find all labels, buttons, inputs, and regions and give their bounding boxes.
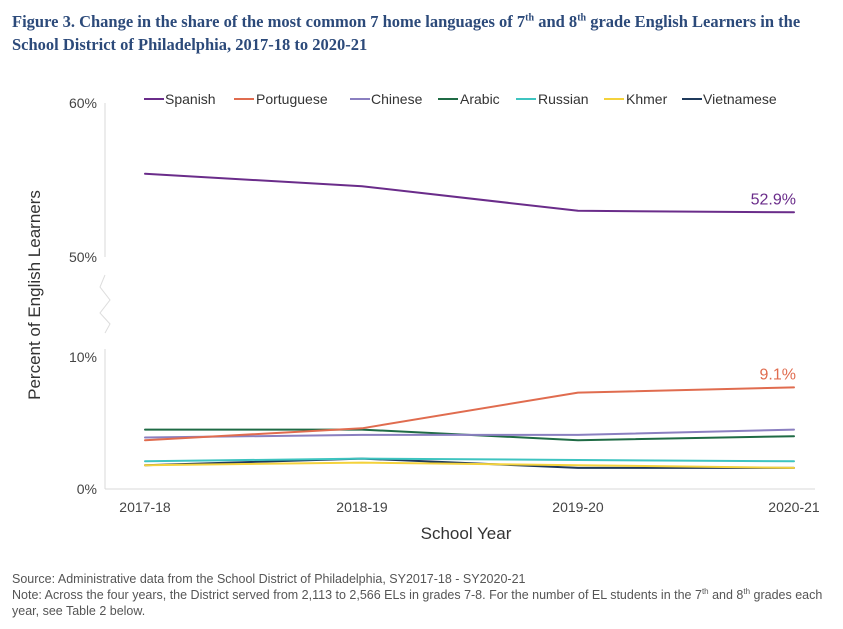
y-tick-label: 50% [69,249,97,265]
footnote-text-3: grades each year, see Table 2 below. [12,588,823,618]
footnote: Note: Across the four years, the Distric… [12,587,837,619]
title-sup-1: th [525,12,535,24]
axis-break-icon [99,274,111,334]
y-axis-title: Percent of English Learners [25,190,44,400]
x-tick-label: 2020-21 [768,499,820,515]
source-note: Source: Administrative data from the Sch… [12,572,526,586]
legend-label-portuguese: Portuguese [256,91,328,107]
legend-label-russian: Russian [538,91,589,107]
title-text-2: and 8 [534,12,578,31]
series-line-russian [144,457,795,463]
series-line-spanish [144,172,795,214]
y-tick-label: 60% [69,95,97,111]
y-tick-label: 10% [69,349,97,365]
legend-label-vietnamese: Vietnamese [703,91,777,107]
footnote-text-2: and 8 [708,588,744,602]
chart-footer: Source: Administrative data from the Sch… [12,571,837,619]
x-axis-title: School Year [421,524,512,543]
x-tick-label: 2018-19 [336,499,388,515]
x-tick-label: 2019-20 [552,499,604,515]
title-sup-2: th [577,12,587,24]
legend-label-chinese: Chinese [371,91,423,107]
end-label-portuguese: 9.1% [760,366,796,383]
end-label-spanish: 52.9% [751,191,796,208]
footnote-text-1: Note: Across the four years, the Distric… [12,588,702,602]
footnote-sup-1: th [701,586,709,596]
legend-label-arabic: Arabic [460,91,500,107]
series-line-portuguese [144,386,795,442]
y-tick-label: 0% [77,481,97,497]
title-text-3: grade English Learners in the School Dis… [12,12,801,54]
x-tick-label: 2017-18 [119,499,171,515]
legend-label-khmer: Khmer [626,91,668,107]
legend-label-spanish: Spanish [165,91,216,107]
series-line-chinese [144,428,795,439]
title-text-1: Figure 3. Change in the share of the mos… [12,12,526,31]
footnote-sup-2: th [743,586,751,596]
chart-title: Figure 3. Change in the share of the mos… [12,10,837,56]
series-line-khmer [144,461,795,469]
